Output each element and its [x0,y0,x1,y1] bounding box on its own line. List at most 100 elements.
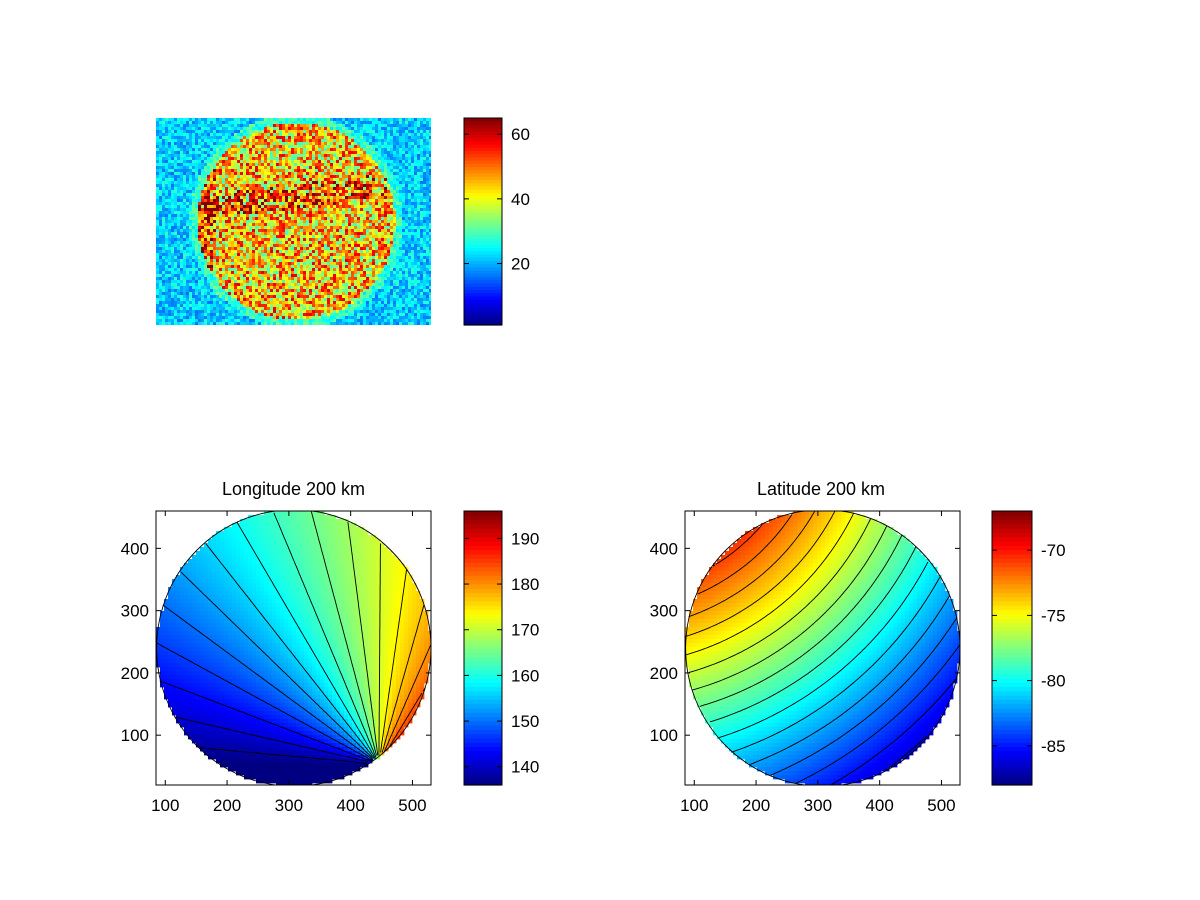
speckle-pixel [390,205,393,208]
speckle-pixel [342,118,345,121]
speckle-pixel [426,133,429,136]
speckle-pixel [216,223,219,226]
speckle-pixel [426,205,429,208]
speckle-pixel [156,118,159,121]
speckle-pixel [372,247,375,250]
speckle-pixel [180,280,183,283]
speckle-pixel [330,223,333,226]
speckle-pixel [351,118,354,121]
speckle-pixel [288,145,291,148]
speckle-pixel [297,208,300,211]
speckle-pixel [207,214,210,217]
speckle-pixel [384,190,387,193]
speckle-pixel [258,265,261,268]
speckle-pixel [309,259,312,262]
speckle-pixel [390,127,393,130]
speckle-pixel [363,124,366,127]
speckle-pixel [261,142,264,145]
speckle-pixel [363,154,366,157]
speckle-pixel [213,232,216,235]
speckle-pixel [357,172,360,175]
speckle-pixel [183,160,186,163]
speckle-pixel [219,244,222,247]
speckle-pixel [318,169,321,172]
speckle-pixel [192,136,195,139]
speckle-pixel [285,274,288,277]
speckle-pixel [258,274,261,277]
speckle-pixel [279,118,282,121]
speckle-pixel [291,205,294,208]
speckle-pixel [327,154,330,157]
speckle-pixel [165,184,168,187]
speckle-pixel [159,262,162,265]
speckle-pixel [294,160,297,163]
speckle-pixel [249,169,252,172]
speckle-pixel [279,154,282,157]
speckle-pixel [156,136,159,139]
speckle-pixel [198,277,201,280]
speckle-pixel [180,178,183,181]
speckle-pixel [219,193,222,196]
speckle-pixel [243,217,246,220]
speckle-pixel [264,145,267,148]
speckle-pixel [240,217,243,220]
speckle-pixel [291,265,294,268]
speckle-pixel [366,190,369,193]
speckle-pixel [228,190,231,193]
speckle-pixel [408,277,411,280]
speckle-pixel [216,172,219,175]
speckle-pixel [291,238,294,241]
speckle-pixel [165,238,168,241]
speckle-pixel [390,274,393,277]
speckle-pixel [219,202,222,205]
speckle-pixel [354,235,357,238]
speckle-pixel [357,220,360,223]
speckle-pixel [165,160,168,163]
speckle-pixel [327,148,330,151]
speckle-pixel [234,139,237,142]
speckle-pixel [234,124,237,127]
speckle-pixel [216,166,219,169]
speckle-pixel [399,220,402,223]
speckle-pixel [252,127,255,130]
speckle-pixel [237,163,240,166]
speckle-pixel [297,199,300,202]
speckle-pixel [357,217,360,220]
speckle-pixel [225,235,228,238]
speckle-pixel [354,202,357,205]
speckle-pixel [291,166,294,169]
speckle-pixel [348,253,351,256]
speckle-pixel [408,172,411,175]
speckle-pixel [291,199,294,202]
speckle-pixel [207,160,210,163]
speckle-pixel [357,157,360,160]
speckle-pixel [201,184,204,187]
speckle-pixel [225,121,228,124]
speckle-pixel [267,157,270,160]
speckle-pixel [270,130,273,133]
speckle-pixel [228,136,231,139]
speckle-pixel [345,187,348,190]
speckle-pixel [312,178,315,181]
speckle-pixel [360,193,363,196]
speckle-pixel [420,238,423,241]
speckle-pixel [195,232,198,235]
speckle-pixel [408,199,411,202]
speckle-pixel [369,256,372,259]
speckle-pixel [183,136,186,139]
speckle-pixel [228,166,231,169]
speckle-pixel [216,169,219,172]
speckle-pixel [201,172,204,175]
speckle-pixel [360,124,363,127]
speckle-pixel [363,241,366,244]
speckle-pixel [366,127,369,130]
speckle-pixel [354,232,357,235]
speckle-pixel [267,226,270,229]
speckle-pixel [303,253,306,256]
speckle-pixel [156,241,159,244]
speckle-pixel [345,139,348,142]
speckle-pixel [300,217,303,220]
speckle-pixel [411,178,414,181]
speckle-pixel [204,214,207,217]
speckle-pixel [393,166,396,169]
